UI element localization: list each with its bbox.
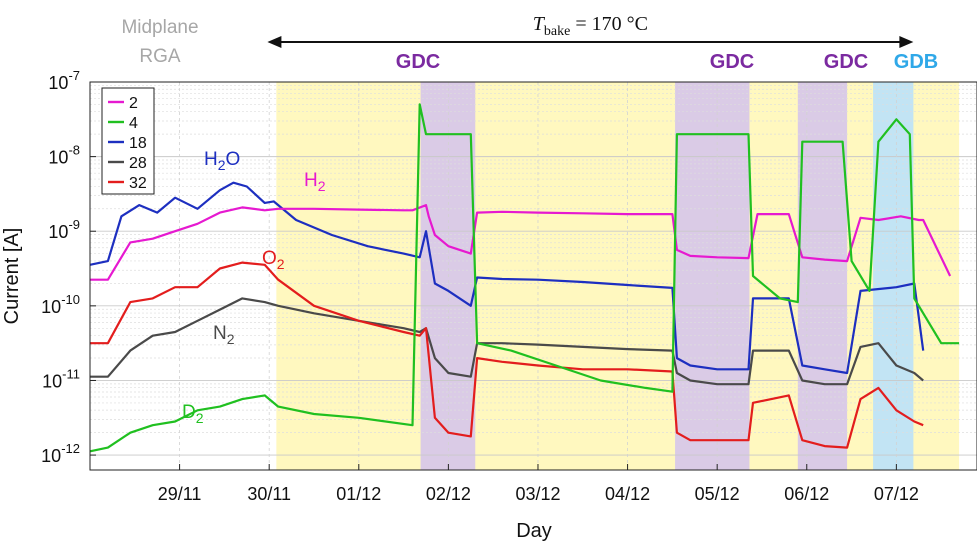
legend-label-32: 32 [129,175,147,192]
shaded-period-gdc-1 [420,82,476,470]
species-label-h2o: H2O [204,149,240,173]
bake-arrow-head-right [899,36,914,48]
phase-label-gdc1: GDC [396,51,440,73]
species-label-h2: H2 [304,170,326,194]
species-label-o2: O2 [262,248,285,272]
species-label-d2: D2 [182,402,204,426]
bake-annotation: Tbake = 170 °C [533,13,648,39]
x-tick-label: 02/12 [426,484,471,504]
corner-line1: Midplane [121,17,198,38]
axis-layer: 10-12 10-11 10-10 10-9 10-8 10-7 29/11 30/11 01/… [41,68,919,504]
series-line-18 [89,181,925,375]
x-tick-label: 07/12 [874,484,919,504]
bake-arrow-head-left [267,36,282,48]
x-tick-label: 05/12 [695,484,740,504]
legend-label-18: 18 [129,135,147,152]
phase-label-gdc2: GDC [710,51,754,73]
y-tick-label: 10-11 [42,366,80,391]
y-tick-label: 10-10 [41,292,80,317]
label-layer: GDC GDC GDC GDB H2O H2 O2 N2 D2 [182,51,938,426]
shaded-period-gdc-2 [675,82,750,470]
series-line-28 [90,297,924,386]
x-tick-label: 30/11 [247,484,291,504]
corner-line2: RGA [139,46,181,67]
legend: 2 4 18 28 32 [101,87,155,195]
phase-label-gdb1: GDB [894,51,938,73]
x-tick-label: 01/12 [336,484,381,504]
x-axis-label: Day [516,520,552,542]
series-line-32 [90,261,924,449]
x-tick-label: 04/12 [605,484,650,504]
shading-layer [276,82,960,470]
series-layer [89,103,960,453]
y-tick-label: 10-12 [41,441,80,466]
x-tick-label: 06/12 [784,484,829,504]
y-tick-label: 10-9 [48,217,80,242]
phase-label-gdc3: GDC [824,51,868,73]
y-axis-label: Current [A] [1,228,23,325]
legend-label-4: 4 [129,115,138,132]
x-tick-label: 03/12 [515,484,560,504]
y-tick-label: 10-8 [48,143,80,168]
y-tick-label: 10-7 [48,68,80,93]
series-line-2 [90,204,952,281]
series-line-4 [89,103,960,453]
legend-label-2: 2 [129,95,138,112]
plot-frame [89,81,977,471]
x-tick-label: 29/11 [158,484,202,504]
species-label-n2: N2 [213,323,235,347]
bake-arrow-group: Tbake = 170 °C [267,13,914,48]
legend-label-28: 28 [129,155,147,172]
shaded-period-gdc-3 [797,82,848,470]
